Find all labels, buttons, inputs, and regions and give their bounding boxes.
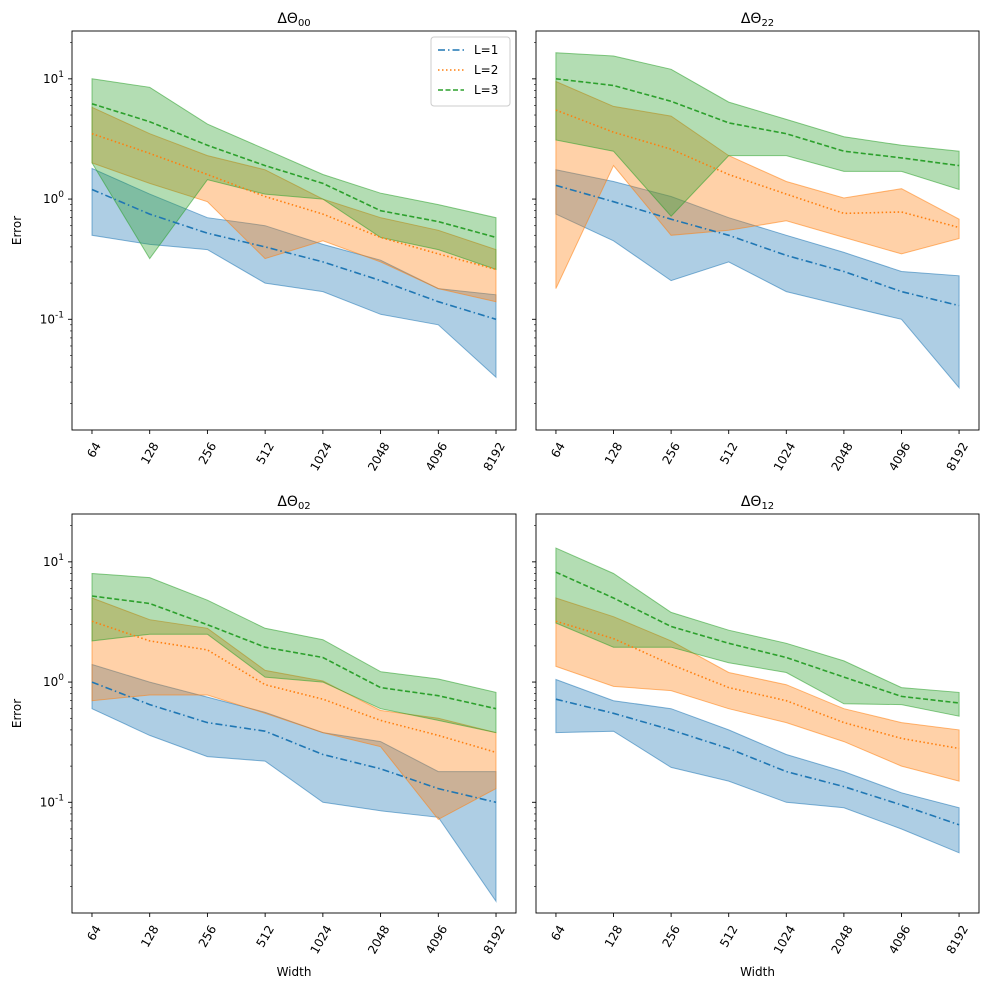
- x-tick-label: 256: [196, 923, 220, 950]
- band-L=3: [555, 52, 960, 217]
- x-tick-label: 256: [659, 440, 683, 467]
- series-line-L=3: [555, 78, 960, 167]
- series-line-L=1: [91, 681, 497, 804]
- x-tick-label: 128: [602, 923, 626, 950]
- x-tick-label: 1024: [771, 923, 798, 956]
- axes-frame: [535, 30, 980, 431]
- subplot-title: ΔΘ00: [277, 11, 310, 29]
- x-tick-label: 8192: [944, 923, 971, 956]
- x-tick-label: 64: [84, 440, 104, 460]
- x-tick-label: 64: [548, 440, 568, 460]
- x-tick-label: 512: [253, 923, 277, 950]
- x-tick-label: 1024: [307, 440, 334, 473]
- x-tick-label: 2048: [828, 440, 855, 473]
- band-L=1: [555, 678, 960, 854]
- x-tick-label: 128: [602, 440, 626, 467]
- x-tick-label: 512: [717, 923, 741, 950]
- x-tick-label: 8192: [481, 923, 508, 956]
- x-tick-label: 4096: [423, 440, 450, 473]
- plot-area: [91, 572, 497, 903]
- y-axis-label: Error: [10, 699, 24, 728]
- x-tick-label: 8192: [944, 440, 971, 473]
- series-line-L=1: [555, 184, 960, 307]
- x-tick-label: 2048: [365, 440, 392, 473]
- band-L=2: [555, 80, 960, 289]
- x-tick-label: 128: [138, 440, 162, 467]
- y-tick-label: 100: [43, 190, 64, 206]
- subplot-title: ΔΘ02: [277, 494, 310, 512]
- legend-label: L=2: [474, 63, 498, 77]
- subplot-0: 10-1 100 101 64 128 256 512 1024 2048 4096 8192 ΔΘ0…: [10, 11, 517, 473]
- band-L=3: [555, 547, 960, 717]
- x-tick-label: 128: [138, 923, 162, 950]
- band-L=2: [91, 597, 497, 821]
- legend-label: L=3: [474, 83, 498, 97]
- x-tick-label: 2048: [828, 923, 855, 956]
- x-tick-label: 4096: [886, 440, 913, 473]
- band-L=1: [91, 167, 497, 379]
- y-tick-label: 100: [43, 673, 64, 689]
- series-line-L=2: [91, 620, 497, 754]
- legend-label: L=1: [474, 43, 498, 57]
- axes-frame: [71, 30, 517, 431]
- x-tick-label: 1024: [771, 440, 798, 473]
- series-line-L=1: [91, 188, 497, 321]
- x-tick-label: 64: [548, 923, 568, 943]
- band-L=2: [555, 597, 960, 782]
- band-L=1: [555, 169, 960, 390]
- x-axis-label: Width: [277, 965, 312, 979]
- plot-area: [555, 52, 960, 390]
- x-tick-label: 512: [253, 440, 277, 467]
- series-line-L=2: [91, 132, 497, 271]
- x-tick-label: 1024: [307, 923, 334, 956]
- subplot-title: ΔΘ12: [741, 494, 774, 512]
- series-line-L=3: [91, 595, 497, 710]
- x-tick-label: 512: [717, 440, 741, 467]
- y-tick-label: 101: [43, 70, 64, 86]
- subplot-title: ΔΘ22: [741, 11, 774, 29]
- axes-frame: [535, 513, 980, 914]
- axes-frame: [71, 513, 517, 914]
- y-axis-label: Error: [10, 216, 24, 245]
- y-tick-label: 10-1: [40, 793, 64, 809]
- legend-frame: [430, 36, 511, 107]
- subplot-3: 64 128 256 512 1024 2048 4096 8192 ΔΘ12 Width: [532, 494, 980, 979]
- plot-area: [555, 547, 960, 854]
- x-tick-label: 8192: [481, 440, 508, 473]
- x-tick-label: 4096: [886, 923, 913, 956]
- x-tick-label: 256: [196, 440, 220, 467]
- plot-area: [91, 78, 497, 379]
- series-line-L=1: [555, 698, 960, 826]
- x-tick-label: 4096: [423, 923, 450, 956]
- y-tick-label: 10-1: [40, 310, 64, 326]
- legend: L=1 L=2 L=3: [430, 36, 511, 107]
- x-tick-label: 64: [84, 923, 104, 943]
- band-L=2: [91, 106, 497, 303]
- x-tick-label: 256: [659, 923, 683, 950]
- series-line-L=3: [91, 103, 497, 239]
- subplot-2: 10-1 100 101 64 128 256 512 1024 2048 4096 8192 ΔΘ0…: [10, 494, 517, 979]
- x-axis-label: Width: [740, 965, 775, 979]
- subplot-1: 64 128 256 512 1024 2048 4096 8192 ΔΘ22: [532, 11, 980, 473]
- y-tick-label: 101: [43, 553, 64, 569]
- x-tick-label: 2048: [365, 923, 392, 956]
